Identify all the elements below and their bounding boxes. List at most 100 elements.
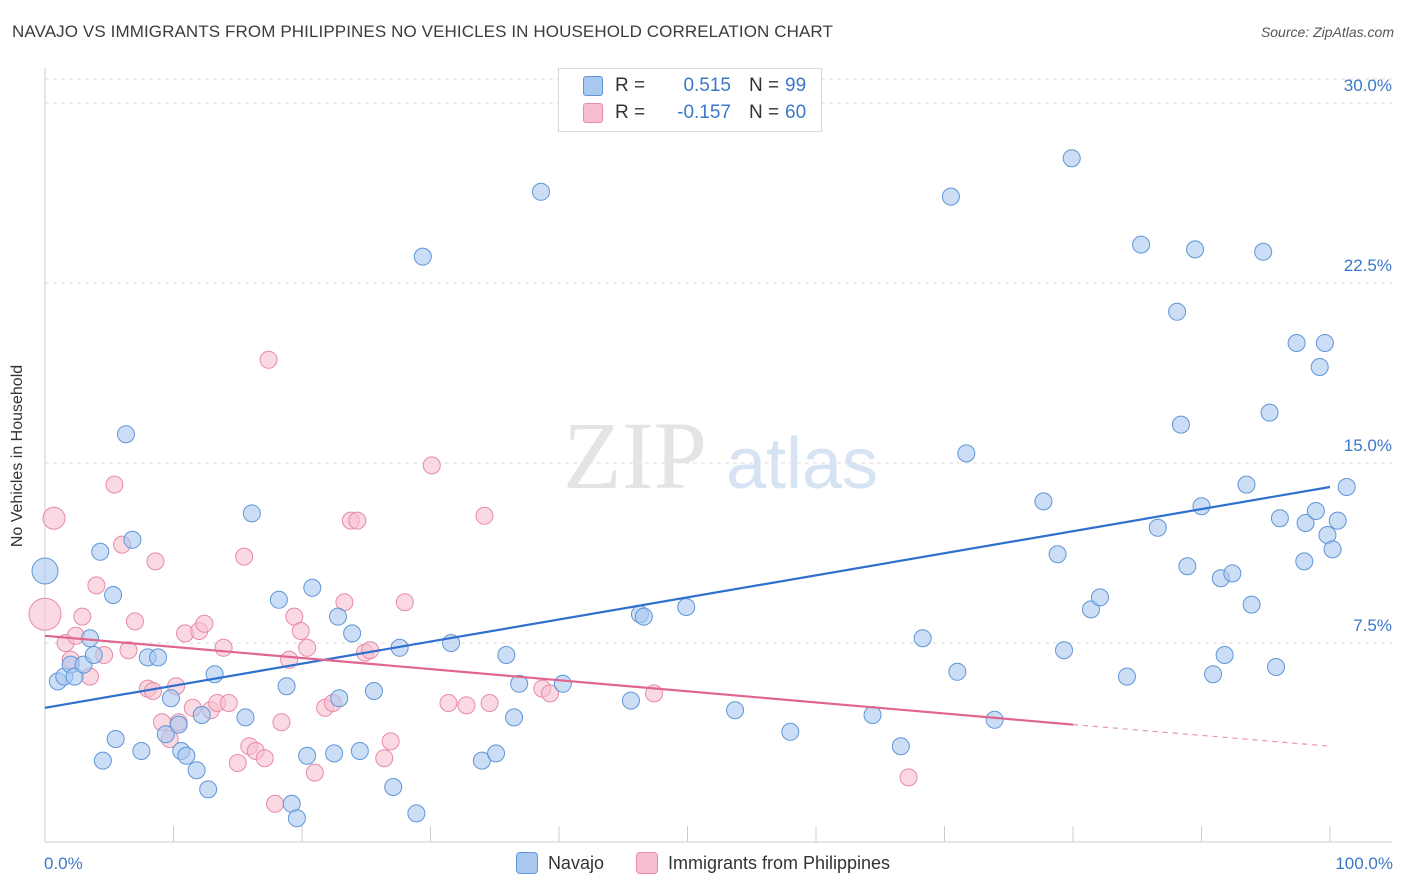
- series-label-philippines: Immigrants from Philippines: [667, 852, 891, 873]
- correlation-legend: R = 0.515 N = 99 R = -0.157 N = 60: [558, 68, 822, 132]
- y-tick-label: 15.0%: [1344, 436, 1392, 455]
- chart-title: NAVAJO VS IMMIGRANTS FROM PHILIPPINES NO…: [12, 22, 833, 41]
- legend-n-value: 99: [785, 75, 807, 96]
- point-navajo: [781, 722, 800, 741]
- tick-labels: 7.5% 15.0% 22.5% 30.0% 0.0% 100.0%: [44, 76, 1393, 873]
- point-navajo: [1171, 415, 1190, 434]
- point-navajo: [621, 691, 640, 710]
- series-swatch-philippines: [635, 852, 658, 874]
- chart-source: Source: ZipAtlas.com: [1260, 24, 1394, 40]
- point-navajo: [287, 809, 306, 828]
- point-navajo: [1337, 478, 1356, 496]
- point-philippines: [272, 713, 291, 732]
- point-philippines: [228, 754, 247, 772]
- point-navajo: [1048, 545, 1067, 564]
- point-philippines: [422, 456, 441, 475]
- point-navajo: [343, 624, 362, 643]
- point-navajo: [1296, 514, 1315, 532]
- point-navajo: [31, 557, 59, 585]
- point-navajo: [891, 737, 910, 756]
- point-navajo: [1306, 502, 1325, 520]
- point-philippines: [899, 768, 918, 787]
- point-philippines: [28, 597, 62, 631]
- point-philippines: [73, 607, 92, 626]
- trend-line-navajo: [44, 485, 1331, 709]
- point-navajo: [1267, 658, 1286, 676]
- point-navajo: [1270, 509, 1289, 528]
- point-navajo: [384, 778, 403, 796]
- watermark-atlas: atlas: [726, 424, 878, 504]
- point-navajo: [1204, 665, 1223, 684]
- point-navajo: [123, 530, 142, 549]
- watermark: ZIP atlas: [563, 402, 878, 509]
- point-navajo: [236, 708, 255, 727]
- point-navajo: [1168, 302, 1187, 321]
- point-navajo: [269, 590, 288, 609]
- point-navajo: [677, 598, 696, 616]
- point-navajo: [199, 780, 218, 799]
- point-philippines: [235, 547, 254, 566]
- y-tick-label: 7.5%: [1353, 616, 1392, 635]
- point-navajo: [242, 504, 261, 523]
- point-navajo: [1254, 242, 1273, 261]
- point-philippines: [266, 794, 285, 813]
- trend-line-philippines: [44, 634, 1074, 726]
- point-philippines: [375, 749, 394, 768]
- legend-r-label: R =: [615, 102, 646, 123]
- point-navajo: [1034, 492, 1053, 511]
- point-navajo: [65, 667, 84, 686]
- point-navajo: [364, 682, 383, 700]
- point-navajo: [532, 182, 551, 201]
- point-navajo: [91, 542, 110, 561]
- points-navajo: [31, 149, 1356, 828]
- series-swatch-navajo: [515, 852, 538, 874]
- point-navajo: [948, 662, 967, 681]
- point-navajo: [330, 689, 349, 708]
- series-legend-navajo: Navajo: [515, 852, 604, 874]
- watermark-zip: ZIP: [563, 402, 707, 509]
- point-navajo: [298, 746, 317, 765]
- point-navajo: [1132, 235, 1151, 254]
- point-navajo: [553, 674, 572, 693]
- point-navajo: [1062, 149, 1081, 168]
- point-navajo: [1223, 564, 1242, 583]
- legend-row-philippines: R = -0.157 N = 60: [583, 101, 806, 125]
- point-philippines: [475, 506, 494, 525]
- point-philippines: [480, 694, 499, 712]
- point-navajo: [1081, 600, 1100, 619]
- trend-lines: [44, 485, 1331, 747]
- y-axis-label: No Vehicles in Household: [9, 364, 26, 548]
- point-navajo: [1148, 518, 1167, 537]
- point-navajo: [407, 804, 426, 823]
- point-navajo: [472, 751, 491, 770]
- point-philippines: [305, 763, 324, 782]
- point-navajo: [1186, 240, 1205, 259]
- point-navajo: [192, 706, 211, 724]
- point-navajo: [1237, 475, 1256, 494]
- point-navajo: [913, 629, 932, 648]
- point-navajo: [1055, 641, 1074, 660]
- point-philippines: [541, 684, 560, 703]
- point-navajo: [957, 444, 976, 463]
- point-philippines: [219, 694, 238, 712]
- point-navajo: [149, 648, 168, 667]
- legend-n-value: 60: [785, 102, 807, 123]
- legend-r-label: R =: [615, 75, 646, 96]
- point-philippines: [214, 638, 233, 657]
- point-navajo: [93, 751, 112, 770]
- point-philippines: [42, 506, 66, 530]
- point-navajo: [413, 247, 432, 266]
- point-navajo: [169, 715, 188, 734]
- legend-swatch-navajo: [583, 76, 603, 96]
- point-navajo: [1192, 497, 1211, 516]
- x-tick-label: 100.0%: [1335, 854, 1393, 873]
- point-navajo: [510, 674, 529, 693]
- legend-r-value: 0.515: [683, 75, 731, 96]
- point-philippines: [395, 593, 414, 612]
- legend-row-navajo: R = 0.515 N = 99: [583, 74, 806, 98]
- point-navajo: [1090, 588, 1109, 607]
- point-navajo: [1260, 403, 1279, 422]
- point-navajo: [505, 708, 524, 727]
- series-legend: Navajo Immigrants from Philippines: [0, 852, 1406, 874]
